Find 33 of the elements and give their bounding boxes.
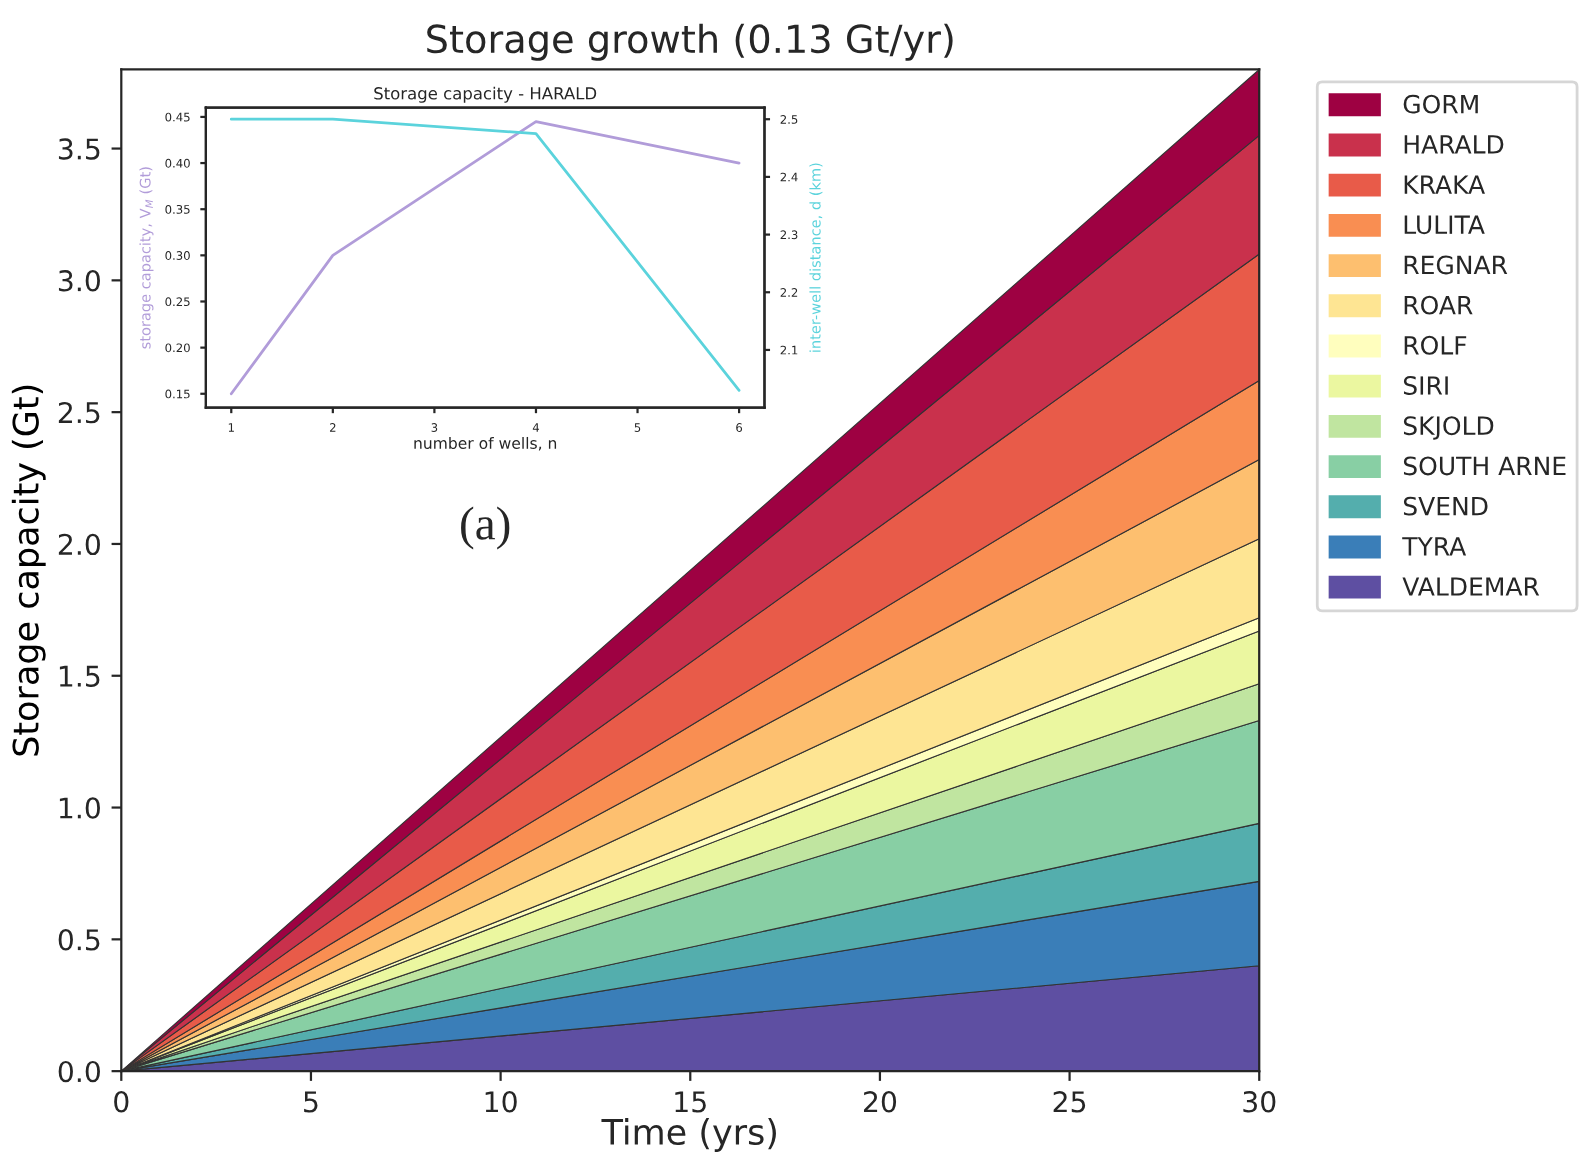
legend-label: SVEND: [1403, 496, 1488, 516]
legend-label: SOUTH ARNE: [1403, 456, 1566, 476]
x-tick-label: 30: [1243, 1091, 1276, 1113]
y-tick-label: 2.5: [58, 401, 100, 424]
annotation: (a): [461, 506, 510, 550]
y-tick-label: 1.5: [59, 665, 100, 687]
legend-label: VALDEMAR: [1402, 577, 1540, 596]
legend-label: SKJOLD: [1403, 416, 1494, 440]
legend-label: REGNAR: [1404, 255, 1508, 275]
legend-label: LULITA: [1404, 215, 1485, 235]
y-tick-label: 3.5: [58, 138, 100, 160]
legend-label: TYRA: [1402, 537, 1467, 556]
y-tick-label: 0.0: [58, 1060, 100, 1083]
x-tick-label: 10: [485, 1091, 517, 1113]
y-tick-label: 2.0: [58, 533, 100, 556]
y-tick-label: 1.0: [59, 797, 100, 819]
legend-label: GORM: [1403, 94, 1478, 114]
x-tick-label: 0: [114, 1091, 129, 1113]
legend-label: HARALD: [1404, 135, 1504, 154]
chart-title: Storage capacity - HARALD: [374, 86, 597, 103]
y-axis-title: Storage capacity (Gt): [11, 385, 46, 756]
legend-label: ROAR: [1404, 295, 1473, 315]
x-tick-label: 5: [304, 1091, 318, 1113]
legend-label: ROLF: [1404, 335, 1467, 355]
x-tick-label: 25: [1053, 1091, 1086, 1113]
legend-label: KRAKA: [1404, 175, 1485, 194]
x-axis-title: Time (yrs): [601, 1118, 776, 1152]
chart-title: Storage growth (0.13 Gt/yr): [427, 23, 953, 61]
x-tick-label: 20: [863, 1091, 897, 1113]
x-tick-label: 15: [675, 1091, 706, 1113]
legend-label: SIRI: [1403, 376, 1448, 395]
y-tick-label: 3.0: [58, 270, 100, 292]
y-tick-label: 0.5: [58, 929, 100, 951]
